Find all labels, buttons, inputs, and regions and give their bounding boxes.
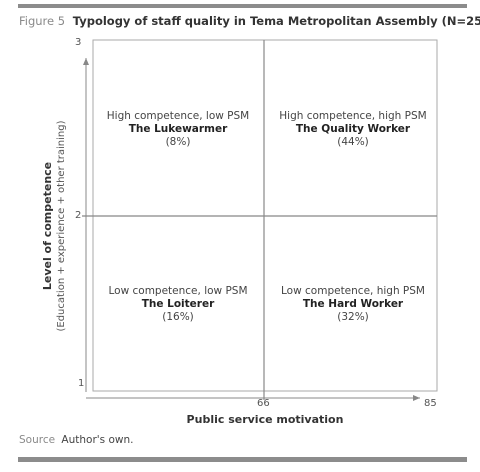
source-text: Author's own. xyxy=(61,434,134,446)
quadrant-top-right: High competence, high PSM The Quality Wo… xyxy=(268,110,438,149)
source-note: Source Author's own. xyxy=(19,434,133,446)
quadrant-name: The Hard Worker xyxy=(302,298,404,310)
quadrant-description: Low competence, high PSM xyxy=(281,285,425,297)
y-tick-label: 2 xyxy=(75,210,82,221)
x-tick-label: 85 xyxy=(424,398,437,409)
quadrant-name: The Quality Worker xyxy=(295,123,411,135)
quadrant-name: The Lukewarmer xyxy=(128,123,228,135)
figure-caption: Figure 5 Typology of staff quality in Te… xyxy=(19,14,480,28)
quadrant-description: Low competence, low PSM xyxy=(108,285,248,297)
y-axis-title: Level of competence (Education + experie… xyxy=(41,106,69,346)
quadrant-name: The Loiterer xyxy=(141,298,215,310)
source-label: Source xyxy=(19,434,56,446)
figure-label: Figure 5 xyxy=(19,14,66,28)
quadrant-top-left: High competence, low PSM The Lukewarmer … xyxy=(93,110,263,149)
figure-title: Typology of staff quality in Tema Metrop… xyxy=(72,14,480,28)
bottom-rule xyxy=(18,457,467,462)
y-tick-label: 1 xyxy=(78,378,85,389)
top-rule xyxy=(18,4,467,8)
quadrant-share: (16%) xyxy=(162,311,194,323)
y-tick-label: 3 xyxy=(75,37,82,48)
quadrant-share: (8%) xyxy=(165,136,191,148)
quadrant-bottom-right: Low competence, high PSM The Hard Worker… xyxy=(268,285,438,324)
quadrant-share: (44%) xyxy=(337,136,369,148)
x-axis-title: Public service motivation xyxy=(186,413,344,426)
quadrant-share: (32%) xyxy=(337,311,369,323)
x-tick-label: 66 xyxy=(257,398,270,409)
quadrant-description: High competence, high PSM xyxy=(279,110,427,122)
quadrant-description: High competence, low PSM xyxy=(106,110,250,122)
y-axis-label: Level of competence xyxy=(41,161,54,291)
quadrant-bottom-left: Low competence, low PSM The Loiterer (16… xyxy=(93,285,263,324)
y-axis-sublabel: (Education + experience + other training… xyxy=(56,120,67,332)
